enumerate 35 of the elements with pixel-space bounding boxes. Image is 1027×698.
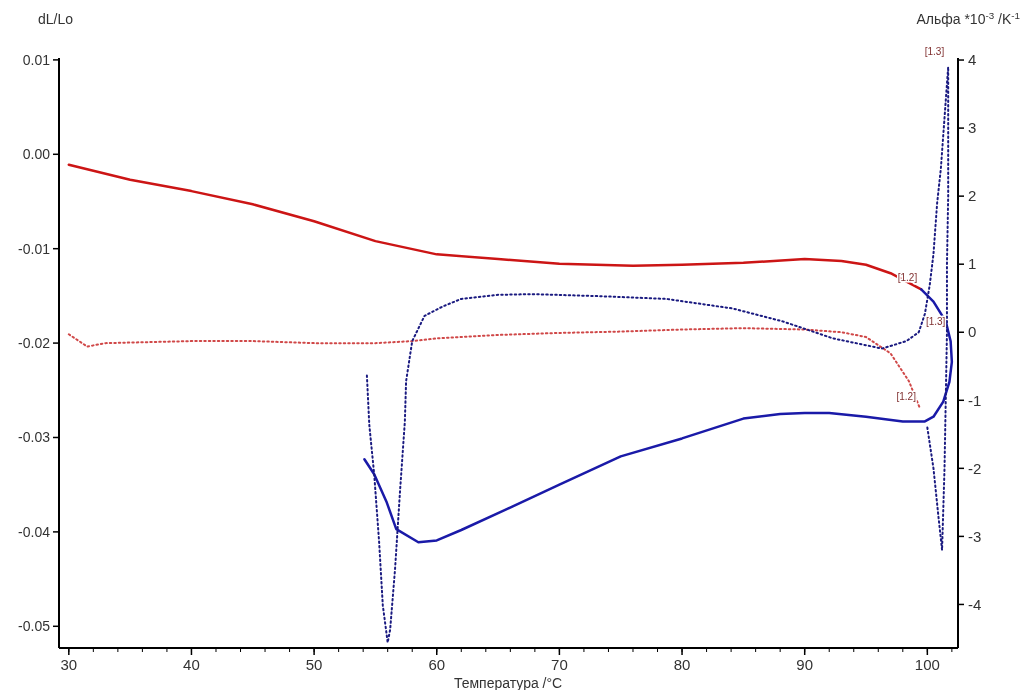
y2-axis-title: Альфа *10$^{-3}$ /K$^{-1}$ bbox=[916, 9, 1020, 27]
line-series bbox=[67, 327, 921, 410]
line-series bbox=[365, 65, 950, 644]
y-tick-label: -0.03 bbox=[18, 429, 51, 446]
y2-tick-label: -1 bbox=[968, 391, 982, 409]
x-tick-label: 60 bbox=[428, 656, 446, 673]
annotation: [1.2] bbox=[897, 272, 918, 284]
y-tick-label: 0.01 bbox=[22, 51, 51, 68]
y2-tick-label: -2 bbox=[968, 459, 982, 477]
x-tick-label: 90 bbox=[796, 656, 814, 673]
y2-tick-label: 4 bbox=[968, 51, 977, 69]
y-tick-label: -0.01 bbox=[18, 240, 51, 257]
y-axis-title: dL/Lo bbox=[38, 11, 74, 27]
y-tick-label: -0.05 bbox=[18, 618, 51, 635]
x-tick-label: 50 bbox=[305, 656, 323, 673]
y2-tick-label: 2 bbox=[968, 187, 977, 205]
x-tick-label: 70 bbox=[551, 656, 568, 673]
annotation: [1.3] bbox=[925, 315, 946, 327]
x-tick-label: 40 bbox=[183, 656, 200, 673]
x-tick-label: 100 bbox=[914, 656, 940, 673]
line-series bbox=[67, 163, 923, 291]
y2-tick-label: -4 bbox=[968, 595, 982, 613]
x-axis-title: Температура /°C bbox=[453, 675, 563, 691]
y2-tick-label: -3 bbox=[968, 527, 982, 545]
y-tick-label: 0.00 bbox=[22, 146, 51, 163]
y-tick-label: -0.04 bbox=[18, 523, 51, 540]
x-tick-label: 30 bbox=[60, 656, 78, 673]
x-tick-label: 80 bbox=[673, 656, 691, 673]
line-series bbox=[363, 288, 954, 544]
y2-tick-label: 1 bbox=[968, 255, 977, 273]
annotation: [1.3] bbox=[924, 45, 945, 57]
y2-tick-label: 0 bbox=[968, 323, 977, 341]
y2-tick-label: 3 bbox=[968, 119, 977, 137]
y-tick-label: -0.02 bbox=[18, 334, 51, 351]
annotation: [1.2] bbox=[896, 391, 917, 403]
